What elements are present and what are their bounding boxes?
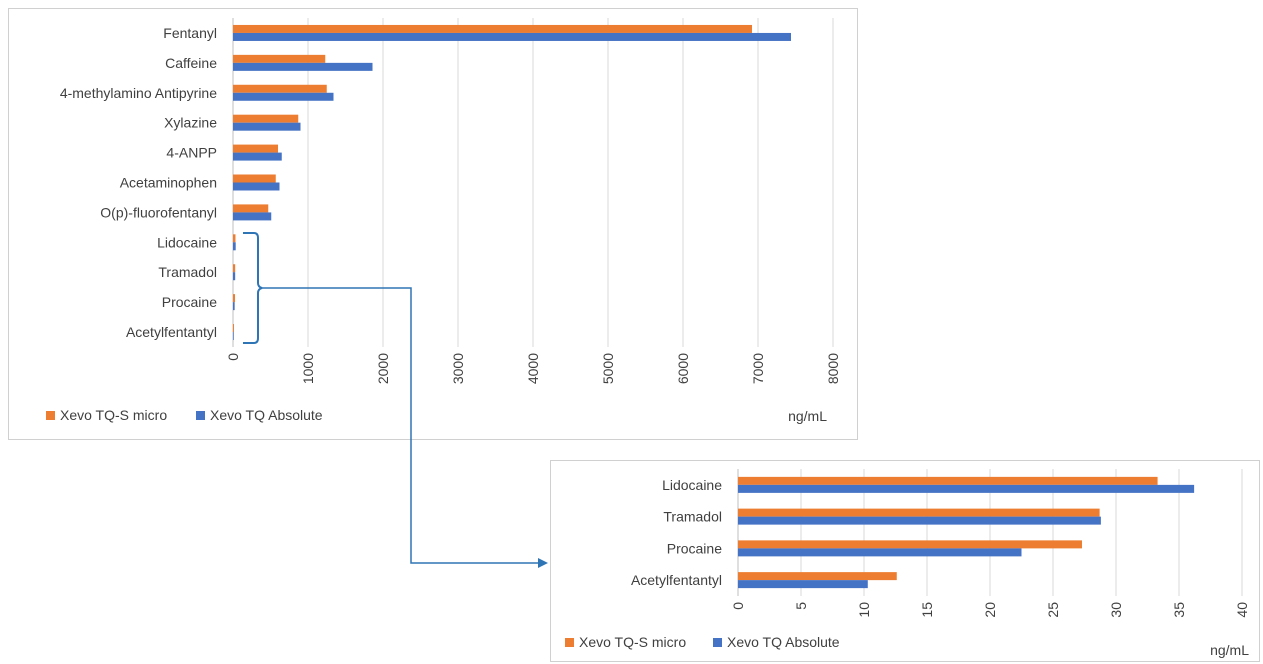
category-label: Tramadol	[663, 509, 722, 525]
category-label: Tramadol	[158, 264, 217, 280]
legend-swatch	[565, 638, 574, 647]
x-tick-label: 8000	[825, 353, 841, 384]
category-label: O(p)-fluorofentanyl	[100, 204, 217, 220]
legend-label: Xevo TQ-S micro	[579, 634, 686, 650]
bar-xevo-tq-absolute	[233, 182, 280, 191]
bar-xevo-tq-s-micro	[233, 144, 278, 153]
legend-swatch	[46, 411, 55, 420]
legend-label: Xevo TQ-S micro	[60, 407, 167, 423]
x-tick-label: 20	[982, 602, 998, 618]
bar-xevo-tq-absolute	[738, 516, 1101, 525]
x-tick-label: 15	[919, 602, 935, 618]
main-chart: 0 1000 2000 3000 4000 5000 6000 7000 8000 Fentany…	[46, 18, 841, 424]
bar-xevo-tq-absolute	[233, 212, 272, 221]
x-axis-unit-label: ng/mL	[1210, 642, 1249, 658]
category-label: Caffeine	[165, 55, 217, 71]
bar-xevo-tq-s-micro	[233, 84, 327, 93]
bracket-icon	[243, 232, 263, 344]
main-chart-panel	[8, 8, 858, 440]
bar-xevo-tq-s-micro	[738, 508, 1100, 517]
bar-xevo-tq-absolute	[233, 92, 334, 101]
x-tick-label: 2000	[375, 353, 391, 384]
x-tick-label: 30	[1108, 602, 1124, 618]
category-label: Lidocaine	[662, 477, 722, 493]
x-tick-label: 7000	[750, 353, 766, 384]
x-axis-unit-label: ng/mL	[788, 408, 827, 424]
category-label: Xylazine	[164, 115, 217, 131]
zoom-chart: 0 5 10 15 20 25 30 35 40 Lidocaine Tramadol Procain…	[565, 469, 1250, 658]
x-tick-label: 25	[1045, 602, 1061, 618]
legend-swatch	[713, 638, 722, 647]
x-tick-label: 5000	[600, 353, 616, 384]
bar-xevo-tq-s-micro	[738, 572, 897, 581]
connector-line	[262, 287, 540, 564]
bar-xevo-tq-s-micro	[738, 476, 1158, 485]
bar-xevo-tq-absolute	[233, 32, 791, 41]
legend-label: Xevo TQ Absolute	[210, 407, 323, 423]
bar-xevo-tq-s-micro	[233, 264, 236, 273]
bar-xevo-tq-absolute	[738, 548, 1022, 557]
x-tick-label: 10	[856, 602, 872, 618]
legend-label: Xevo TQ Absolute	[727, 634, 840, 650]
bar-xevo-tq-absolute	[233, 272, 236, 281]
category-label: 4-methylamino Antipyrine	[60, 85, 217, 101]
bar-xevo-tq-absolute	[233, 242, 236, 251]
bar-xevo-tq-s-micro	[233, 294, 236, 303]
bar-xevo-tq-s-micro	[233, 114, 299, 123]
zoom-chart-panel	[550, 460, 1260, 662]
x-tick-label: 0	[730, 602, 746, 610]
category-label: Acetylfentantyl	[126, 324, 217, 340]
bar-xevo-tq-s-micro	[233, 324, 234, 333]
bar-xevo-tq-absolute	[233, 122, 301, 131]
bar-xevo-tq-absolute	[738, 580, 868, 589]
bar-xevo-tq-absolute	[233, 332, 234, 341]
x-tick-label: 0	[225, 353, 241, 361]
category-label: Procaine	[162, 294, 217, 310]
zoom-connector	[243, 232, 548, 568]
x-tick-label: 35	[1171, 602, 1187, 618]
x-tick-label: 40	[1234, 602, 1250, 618]
category-label: Procaine	[667, 540, 722, 556]
bar-xevo-tq-absolute	[233, 152, 282, 161]
bar-xevo-tq-absolute	[233, 302, 235, 311]
category-label: Acetaminophen	[120, 175, 217, 191]
category-label: Lidocaine	[157, 234, 217, 250]
x-tick-label: 6000	[675, 353, 691, 384]
category-label: Acetylfentantyl	[631, 572, 722, 588]
bar-xevo-tq-s-micro	[233, 204, 269, 213]
bar-xevo-tq-s-micro	[233, 234, 236, 243]
bar-xevo-tq-s-micro	[738, 540, 1082, 549]
x-tick-label: 3000	[450, 353, 466, 384]
x-tick-label: 5	[793, 602, 809, 610]
bar-xevo-tq-s-micro	[233, 174, 276, 183]
bar-xevo-tq-absolute	[233, 62, 373, 71]
category-label: 4-ANPP	[166, 145, 217, 161]
bar-xevo-tq-s-micro	[233, 24, 752, 33]
bar-xevo-tq-s-micro	[233, 54, 326, 63]
category-label: Fentanyl	[163, 25, 217, 41]
x-tick-label: 1000	[300, 353, 316, 384]
x-tick-label: 4000	[525, 353, 541, 384]
arrow-head-icon	[538, 558, 548, 568]
legend-swatch	[196, 411, 205, 420]
bar-xevo-tq-absolute	[738, 484, 1195, 493]
